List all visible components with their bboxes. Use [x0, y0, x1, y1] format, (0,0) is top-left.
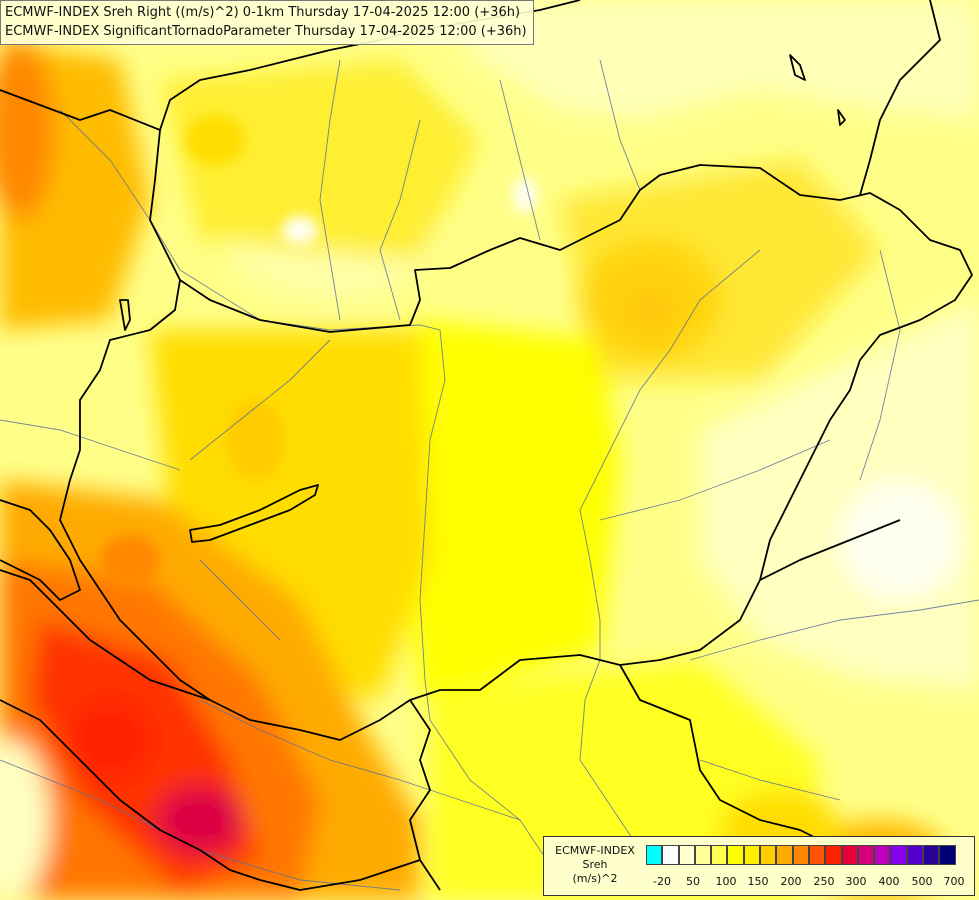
- legend-swatches: [646, 845, 956, 865]
- field-pale-northeast: [430, 0, 979, 120]
- legend-title: ECMWF-INDEX Sreh (m/s)^2: [546, 844, 644, 886]
- map-title-line-1: ECMWF-INDEX Sreh Right ((m/s)^2) 0-1km T…: [5, 5, 521, 20]
- legend-tick-label: 250: [813, 875, 835, 888]
- border-lake-balaton: [189, 484, 319, 543]
- field-gold-north: [160, 60, 480, 260]
- border-north-lake: [119, 299, 131, 331]
- field-yellow-central: [400, 320, 620, 700]
- field-crimson-core: [155, 785, 245, 855]
- border-small-east: [789, 54, 806, 81]
- legend-tick-label: -20: [653, 875, 671, 888]
- river-raba: [189, 339, 331, 461]
- river-mures: [689, 599, 979, 661]
- river-east-1: [859, 249, 901, 481]
- legend-swatch: [825, 845, 842, 865]
- legend-swatch: [711, 845, 728, 865]
- legend-swatch: [743, 845, 761, 865]
- border-hungary: [59, 164, 973, 741]
- border-croatia-slovenia: [0, 569, 211, 701]
- legend-swatch: [906, 845, 924, 865]
- legend-swatch: [792, 845, 809, 865]
- field-gold-west-core: [225, 400, 285, 480]
- river-tisza: [579, 249, 761, 761]
- field-lightest-northeast-core: [513, 177, 537, 213]
- field-pale-southwest-edge: [0, 740, 50, 900]
- border-serbia: [409, 699, 431, 861]
- field-red-core-west: [70, 700, 150, 780]
- field-gold-northeast: [560, 160, 880, 380]
- field-gold-north-core: [185, 115, 245, 165]
- legend-tick-label: 200: [780, 875, 802, 888]
- border-small-east-2: [837, 109, 846, 126]
- legend-tick-label: 500: [911, 875, 933, 888]
- map-title-line-2: ECMWF-INDEX SignificantTornadoParameter …: [5, 24, 527, 39]
- legend-ticks: -20 50 100 150 200 250 300 400 500 700: [646, 875, 971, 889]
- legend-swatch: [808, 845, 826, 865]
- river-north-1: [499, 79, 541, 241]
- legend-swatch: [776, 845, 793, 865]
- legend-tick-label: 300: [845, 875, 867, 888]
- field-orange-west-core: [100, 535, 160, 585]
- river-south-1: [699, 759, 841, 801]
- border-austria-west: [0, 499, 81, 601]
- river-danube: [179, 269, 561, 881]
- legend-swatch: [760, 845, 777, 865]
- legend-title-line-1: ECMWF-INDEX: [555, 844, 635, 857]
- map-title-box: ECMWF-INDEX Sreh Right ((m/s)^2) 0-1km T…: [0, 0, 534, 45]
- border-romania-serbia: [619, 664, 841, 851]
- river-west-1: [0, 419, 181, 471]
- river-hron: [379, 119, 421, 321]
- legend-tick-label: 700: [943, 875, 965, 888]
- legend-swatch: [646, 845, 663, 865]
- legend-swatch: [857, 845, 875, 865]
- field-dark-orange-northwest: [0, 40, 55, 220]
- river-north-2: [599, 59, 641, 191]
- legend-tick-label: 50: [686, 875, 700, 888]
- legend-swatch: [923, 845, 940, 865]
- field-lightest-east: [840, 480, 960, 600]
- river-vah: [319, 59, 341, 321]
- border-east-romania: [759, 519, 901, 581]
- legend-swatch: [939, 845, 956, 865]
- legend-title-line-3: (m/s)^2: [572, 872, 618, 885]
- legend-tick-label: 100: [715, 875, 737, 888]
- legend-swatch: [890, 845, 907, 865]
- legend-swatch: [694, 845, 712, 865]
- river-morava: [59, 109, 181, 271]
- border-slovakia-west: [149, 129, 181, 281]
- river-koros: [599, 439, 831, 521]
- legend-swatch: [841, 845, 858, 865]
- legend-swatch: [874, 845, 891, 865]
- color-legend: ECMWF-INDEX Sreh (m/s)^2 -20 50 100 150 200 2…: [543, 836, 975, 896]
- legend-swatch: [727, 845, 744, 865]
- legend-tick-label: 150: [747, 875, 769, 888]
- legend-title-line-2: Sreh: [582, 858, 608, 871]
- legend-tick-label: 400: [878, 875, 900, 888]
- border-croatia-south: [0, 699, 441, 891]
- river-drava: [199, 699, 521, 821]
- legend-swatch: [678, 845, 695, 865]
- border-ukraine: [859, 0, 941, 196]
- legend-swatch: [662, 845, 679, 865]
- field-lightest-north-core: [282, 216, 318, 244]
- river-zala: [199, 559, 281, 641]
